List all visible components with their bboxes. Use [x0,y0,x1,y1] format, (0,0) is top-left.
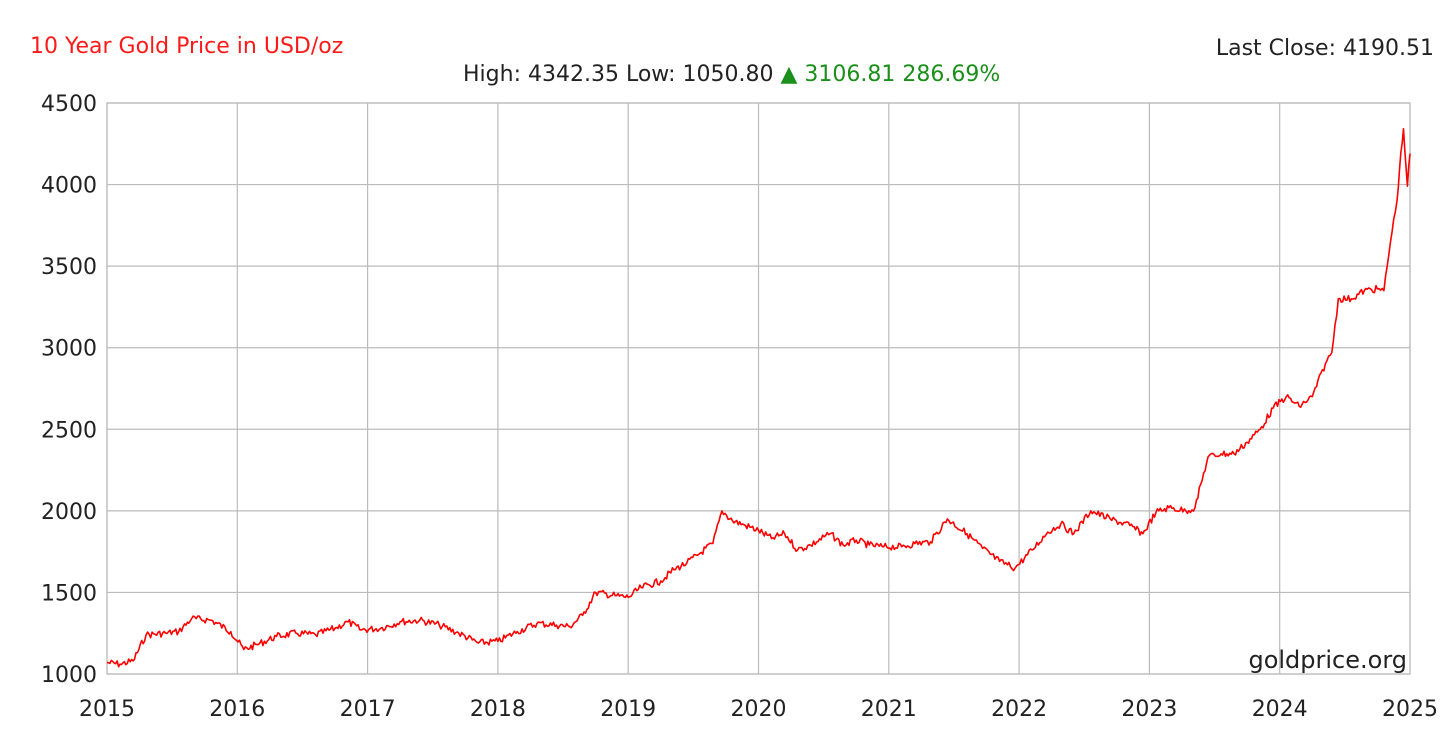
y-tick-label: 1000 [41,663,97,688]
y-tick-label: 3000 [41,337,97,362]
last-close-readout: Last Close: 4190.51 [1216,36,1434,62]
y-tick-label: 4000 [41,174,97,199]
high-label: High: [463,62,521,87]
y-tick-label: 2500 [41,418,97,443]
price-series-line [106,128,1411,668]
x-tick-label: 2020 [731,697,787,722]
up-arrow-icon: ▲ [780,62,798,87]
high-value: 4342.35 [527,62,619,87]
x-tick-label: 2018 [470,697,526,722]
low-value: 1050.80 [682,62,774,87]
tick-labels: 2015 2016 2017 2018 2019 2020 2021 2022 2023 2024… [41,92,1438,722]
y-tick-label: 1500 [41,581,97,606]
x-tick-label: 2021 [861,697,917,722]
x-tick-label: 2015 [79,697,135,722]
low-label: Low: [625,62,676,87]
x-tick-label: 2025 [1382,697,1438,722]
series-layer [106,128,1411,668]
x-tick-label: 2022 [991,697,1047,722]
grid-lines [106,102,1411,675]
last-close-label: Last Close: [1215,36,1337,61]
x-tick-label: 2019 [600,697,656,722]
change-value: 3106.81 [804,62,896,87]
x-tick-label: 2023 [1121,697,1177,722]
watermark-text: goldprice.org [1248,646,1407,674]
y-tick-label: 2000 [41,500,97,525]
change-percent: 286.69% [902,62,1001,87]
chart-title: 10 Year Gold Price in USD/oz [30,34,344,59]
x-tick-label: 2017 [340,697,396,722]
y-tick-label: 4500 [41,92,97,117]
x-tick-label: 2016 [209,697,265,722]
x-tick-label: 2024 [1252,697,1308,722]
price-stats: High: 4342.35 Low: 1050.80 ▲ 3106.81 286… [463,62,1000,88]
y-tick-label: 3500 [41,255,97,280]
last-close-value: 4190.51 [1343,36,1434,61]
